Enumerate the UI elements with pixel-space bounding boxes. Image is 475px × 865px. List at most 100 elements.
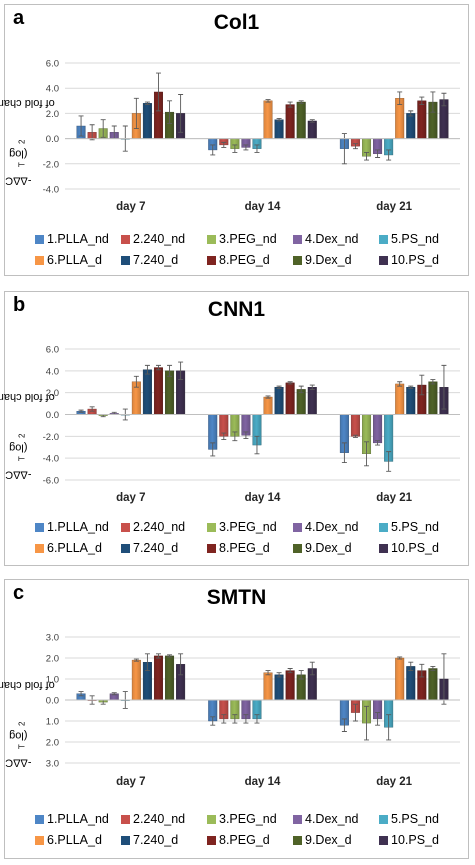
x-category-label: day 14: [245, 492, 281, 504]
bar: [165, 655, 175, 701]
legend-item: 8.PEG_d: [207, 833, 293, 847]
error-bar: [375, 712, 381, 726]
legend-swatch: [121, 255, 130, 265]
legend-swatch: [379, 234, 388, 244]
y-tick-label: 6.0: [46, 345, 59, 356]
legend-label: 10.PS_d: [391, 541, 439, 555]
y-tick-label: 2.0: [46, 388, 59, 399]
x-category-label: day 7: [116, 201, 145, 213]
bar: [296, 101, 306, 139]
legend-swatch: [379, 814, 388, 824]
panel-letter: a: [13, 7, 25, 29]
y-tick-label: 3.0: [46, 633, 59, 644]
legend-item: 1.PLLA_nd: [35, 520, 121, 534]
error-bar: [408, 110, 414, 117]
legend-item: 7.240_d: [121, 833, 207, 847]
y-tick-label: 2.0: [46, 738, 59, 749]
x-category-label: day 21: [376, 776, 412, 788]
y-tick-label: 0.0: [46, 134, 59, 145]
legend-swatch: [293, 234, 302, 244]
legend-label: 5.PS_nd: [391, 232, 439, 246]
error-bar: [210, 144, 216, 156]
bar: [131, 659, 141, 701]
legend-swatch: [293, 522, 302, 532]
bar: [406, 113, 416, 139]
y-tick-label: 4.0: [46, 366, 59, 377]
y-tick-label: -6.0: [43, 476, 59, 487]
panel-c: c SMTN -ΔΔCT (log2 of fold change) 3.02.…: [0, 579, 469, 859]
legend-label: 9.Dex_d: [305, 833, 352, 847]
legend-label: 3.PEG_nd: [219, 232, 277, 246]
error-bar: [408, 661, 414, 672]
error-bar: [167, 654, 173, 658]
error-bar: [287, 101, 293, 108]
bar: [417, 100, 427, 139]
legend-label: 1.PLLA_nd: [47, 520, 109, 534]
y-tick-label: 2.0: [46, 654, 59, 665]
bar: [263, 396, 273, 415]
legend-item: 1.PLLA_nd: [35, 812, 121, 826]
error-bar: [210, 442, 216, 457]
chart-title: CNN1: [207, 298, 266, 321]
bar: [395, 383, 405, 415]
error-bar: [78, 409, 84, 413]
y-tick-label: 3.0: [46, 759, 59, 770]
error-bar: [352, 703, 358, 722]
error-bar: [265, 395, 271, 399]
bar: [274, 119, 284, 139]
error-bar: [144, 364, 150, 375]
error-bar: [419, 663, 425, 678]
bar: [285, 670, 295, 701]
error-bar: [221, 141, 227, 148]
error-bar: [144, 101, 150, 106]
error-bar: [441, 364, 447, 410]
chart-plot: 3.0 2.0 1.0 0.0 1.0 2.0 3.0 day 7 day 14 day 21: [46, 633, 460, 788]
bar: [395, 657, 405, 701]
error-bar: [419, 96, 425, 106]
error-bar: [167, 100, 173, 124]
x-category-label: day 21: [376, 492, 412, 504]
y-tick-label: 2.0: [46, 109, 59, 120]
legend-label: 2.240_nd: [133, 520, 186, 534]
error-bar: [232, 714, 238, 724]
error-bar: [265, 99, 271, 103]
error-bar: [430, 665, 436, 672]
legend-label: 7.240_d: [133, 541, 179, 555]
bar: [350, 414, 360, 437]
legend-swatch: [121, 522, 130, 532]
error-bar: [89, 406, 95, 412]
legend-item: 1.PLLA_nd: [35, 232, 121, 246]
legend-swatch: [35, 835, 44, 845]
panel-a: a Col1 -ΔΔCT (log2 of fold change) -4.0-…: [0, 4, 469, 276]
error-bar: [133, 97, 139, 129]
y-tick-label: -4.0: [43, 454, 59, 465]
legend-item: 5.PS_nd: [379, 232, 465, 246]
legend-swatch: [121, 835, 130, 845]
error-bar: [386, 451, 392, 472]
legend-item: 7.240_d: [121, 253, 207, 267]
legend-item: 3.PEG_nd: [207, 520, 293, 534]
bar: [274, 387, 284, 415]
legend-item: 3.PEG_nd: [207, 232, 293, 246]
legend-swatch: [207, 835, 216, 845]
legend-label: 6.PLLA_d: [47, 541, 102, 555]
y-tick-label: -2.0: [43, 432, 59, 443]
legend-label: 8.PEG_d: [219, 541, 270, 555]
panel-letter: c: [13, 582, 25, 604]
panel-b: b CNN1 -ΔΔCT (log2 of fold change) -6.0-…: [0, 291, 469, 566]
chart-plot: -6.0 -4.0 -2.0 0.0 2.0 4.0 6.0 day 7 day 14 day 2…: [43, 345, 460, 504]
error-bar: [276, 117, 282, 122]
y-tick-label: 0.0: [46, 410, 59, 421]
legend-item: 6.PLLA_d: [35, 833, 121, 847]
legend-label: 2.240_nd: [133, 232, 186, 246]
error-bar: [265, 670, 271, 676]
error-bar: [375, 149, 381, 158]
error-bar: [254, 144, 260, 153]
legend-swatch: [121, 814, 130, 824]
y-tick-label: -2.0: [43, 159, 59, 170]
legend-label: 8.PEG_d: [219, 833, 270, 847]
legend-swatch: [293, 835, 302, 845]
legend-swatch: [207, 543, 216, 553]
legend-label: 4.Dex_nd: [305, 232, 359, 246]
error-bar: [397, 381, 403, 387]
